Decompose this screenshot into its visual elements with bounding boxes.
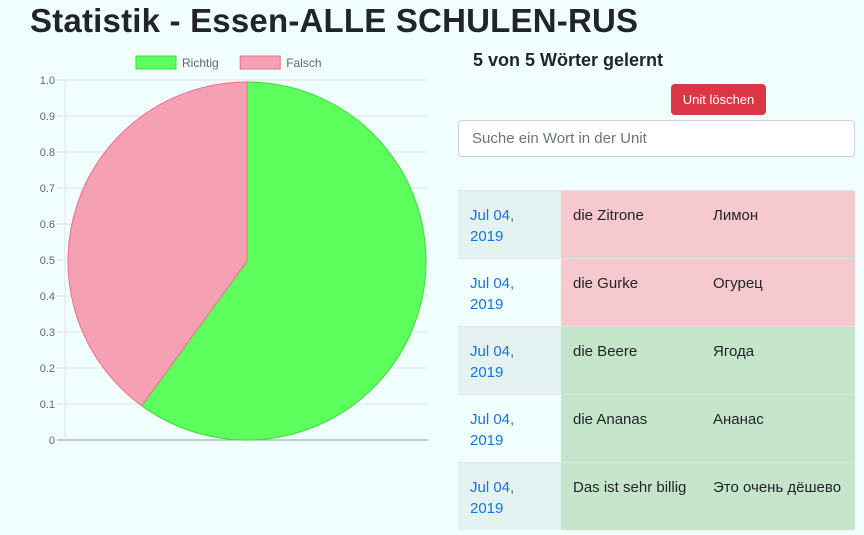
word-row: Jul 04, 2019 die Gurke Огурец (458, 258, 855, 327)
y-tick-label: 0.2 (40, 363, 55, 375)
pie-chart-svg: 0 0.1 0.2 0.3 0.4 0.5 0.6 0.7 0.8 0.9 1.0 Richtig Fa… (40, 55, 428, 447)
legend-swatch (239, 55, 281, 70)
y-tick-label: 0.1 (40, 399, 55, 411)
word-german: die Zitrone (561, 190, 701, 259)
word-table: Jul 04, 2019 die Zitrone Лимон Jul 04, 2019… (458, 190, 855, 530)
progress-text: 5 von 5 Wörter gelernt (473, 50, 664, 70)
y-tick-label: 1.0 (40, 75, 55, 87)
word-row: Jul 04, 2019 die Beere Ягода (458, 326, 855, 395)
y-tick-label: 0.6 (40, 219, 55, 231)
word-german: die Gurke (561, 258, 701, 327)
word-date-link[interactable]: Jul 04, 2019 (458, 394, 561, 463)
word-german: die Beere (561, 326, 701, 395)
legend-label: Richtig (182, 56, 219, 70)
y-tick-label: 0.7 (40, 183, 55, 195)
word-date-link[interactable]: Jul 04, 2019 (458, 258, 561, 327)
pie-slice-falsch (67, 81, 248, 407)
y-tick-label: 0.5 (40, 255, 55, 267)
pie-slice-richtig (141, 81, 427, 441)
word-row: Jul 04, 2019 Das ist sehr billig Это очень… (458, 462, 855, 530)
word-russian: Ягода (701, 326, 855, 395)
legend-swatch (135, 55, 177, 70)
word-row: Jul 04, 2019 die Ananas Ананас (458, 394, 855, 463)
legend-label: Falsch (286, 56, 321, 70)
word-russian: Огурец (701, 258, 855, 327)
y-tick-label: 0.9 (40, 111, 55, 123)
delete-unit-button[interactable]: Unit löschen (671, 84, 766, 115)
word-date-link[interactable]: Jul 04, 2019 (458, 462, 561, 530)
page-title: Statistik - Essen-ALLE SCHULEN-RUS (30, 2, 639, 39)
search-input[interactable] (458, 120, 855, 157)
y-tick-label: 0 (49, 435, 55, 447)
word-german: Das ist sehr billig (561, 462, 701, 530)
y-tick-label: 0.3 (40, 327, 55, 339)
y-tick-label: 0.4 (40, 291, 55, 303)
word-russian: Это очень дёшево (701, 462, 855, 530)
word-date-link[interactable]: Jul 04, 2019 (458, 326, 561, 395)
statistics-pie-chart: 0 0.1 0.2 0.3 0.4 0.5 0.6 0.7 0.8 0.9 1.0 Richtig Fa… (0, 50, 440, 450)
word-date-link[interactable]: Jul 04, 2019 (458, 190, 561, 259)
y-tick-label: 0.8 (40, 147, 55, 159)
word-russian: Ананас (701, 394, 855, 463)
word-german: die Ananas (561, 394, 701, 463)
word-russian: Лимон (701, 190, 855, 259)
word-row: Jul 04, 2019 die Zitrone Лимон (458, 190, 855, 259)
